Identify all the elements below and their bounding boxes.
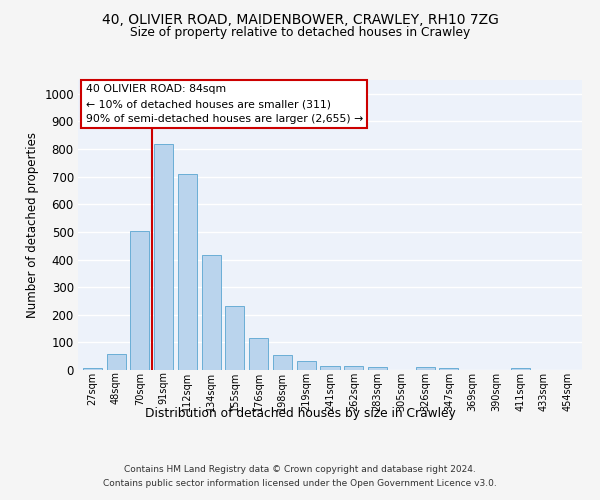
Bar	[368, 366, 387, 370]
Bar	[154, 144, 173, 370]
Bar	[226, 306, 244, 370]
Bar	[130, 230, 149, 370]
Bar	[202, 254, 221, 370]
Text: Contains HM Land Registry data © Crown copyright and database right 2024.: Contains HM Land Registry data © Crown c…	[124, 465, 476, 474]
Bar	[416, 367, 434, 370]
Bar	[344, 366, 363, 370]
Text: Distribution of detached houses by size in Crawley: Distribution of detached houses by size …	[145, 408, 455, 420]
Bar	[297, 361, 316, 370]
Bar	[439, 368, 458, 370]
Text: 40 OLIVIER ROAD: 84sqm
← 10% of detached houses are smaller (311)
90% of semi-de: 40 OLIVIER ROAD: 84sqm ← 10% of detached…	[86, 84, 363, 124]
Bar	[320, 366, 340, 370]
Bar	[83, 368, 102, 370]
Bar	[249, 338, 268, 370]
Bar	[178, 174, 197, 370]
Y-axis label: Number of detached properties: Number of detached properties	[26, 132, 38, 318]
Text: 40, OLIVIER ROAD, MAIDENBOWER, CRAWLEY, RH10 7ZG: 40, OLIVIER ROAD, MAIDENBOWER, CRAWLEY, …	[101, 12, 499, 26]
Text: Size of property relative to detached houses in Crawley: Size of property relative to detached ho…	[130, 26, 470, 39]
Bar	[107, 354, 125, 370]
Bar	[511, 368, 530, 370]
Text: Contains public sector information licensed under the Open Government Licence v3: Contains public sector information licen…	[103, 479, 497, 488]
Bar	[273, 356, 292, 370]
